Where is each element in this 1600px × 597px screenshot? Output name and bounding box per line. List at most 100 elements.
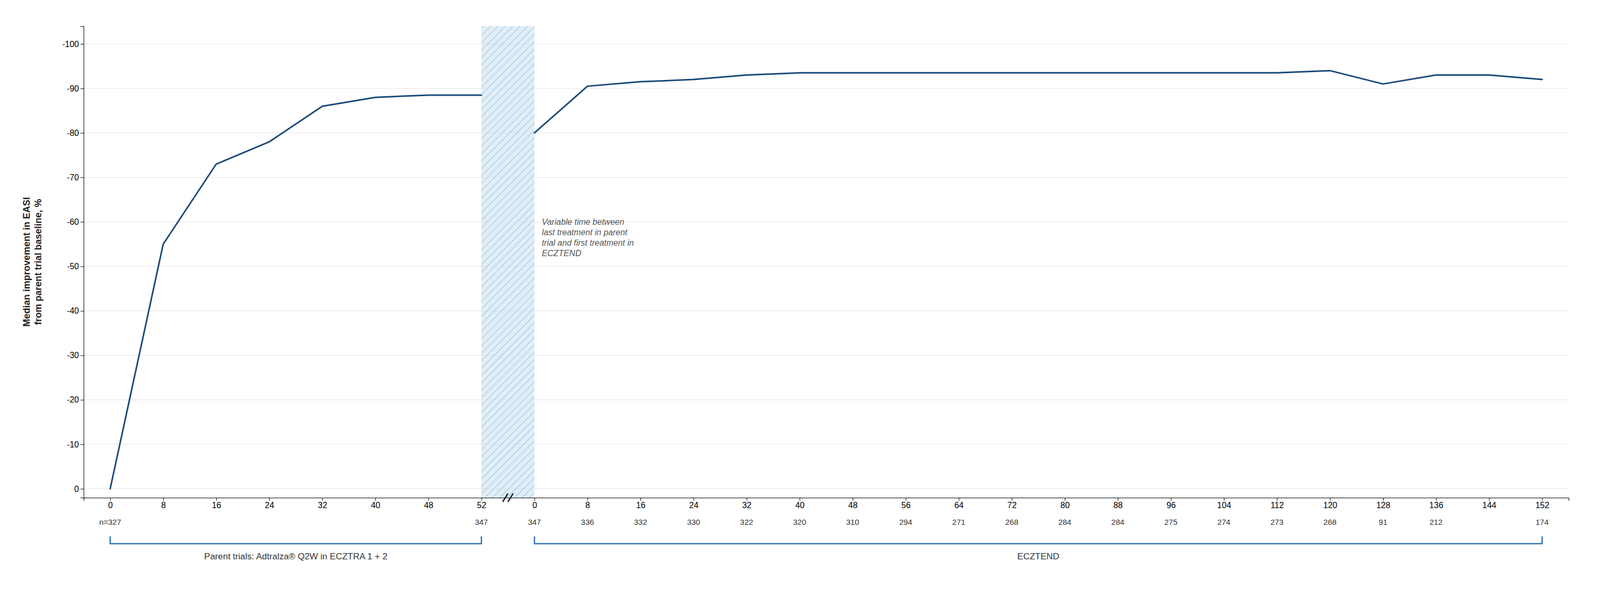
tick-label: 152 [1535,500,1550,510]
tick: 64 [954,497,964,510]
axis-line [80,26,85,499]
tick-label: 144 [1482,500,1497,510]
gap-hatch [481,26,535,498]
tick-mark [80,177,84,178]
y-axis-label: Median improvement in EASIfrom parent tr… [21,197,44,327]
tick: 56 [901,497,911,510]
tick: 96 [1166,497,1176,510]
tick-mark [587,497,589,501]
tick: -80 [66,128,84,138]
tick: -30 [66,350,84,360]
tick-label: 56 [901,500,911,510]
tick-mark [534,497,535,501]
tick-label: 24 [689,500,699,510]
tick-label: -90 [66,84,79,94]
tick-mark [1435,497,1437,501]
tick: 128 [1376,497,1391,510]
tick-mark [1383,497,1384,501]
tick: 136 [1429,497,1444,510]
tick: -10 [66,440,84,450]
tick: 40 [795,497,805,510]
group-bracket [110,536,482,544]
tick-mark [1011,497,1013,501]
group-bracket [534,536,1542,544]
n-label: 310 [846,517,860,527]
tick-mark [80,355,84,357]
n-label: 320 [793,517,807,527]
tick-label: 104 [1217,500,1232,510]
tick-label: 16 [636,500,646,510]
tick-label: -40 [66,306,79,316]
tick-mark [322,497,323,501]
line [534,70,1542,133]
tick-mark [80,266,84,268]
tick-label: 96 [1166,500,1176,510]
tick-label: 136 [1429,500,1444,510]
tick-label: 0 [108,500,113,510]
tick-mark [80,444,84,445]
chart-svg: 0-10-20-30-40-50-60-70-80-90-10008162432… [0,0,1600,597]
annotation-line: ECZTEND [541,248,582,258]
tick-mark [1541,497,1543,501]
tick-label: -100 [62,39,79,49]
tick-mark [269,497,270,501]
tick-label: 0 [532,500,537,510]
tick-mark [80,221,84,223]
tick-label: 80 [1060,500,1070,510]
tick: 120 [1323,497,1338,510]
n-label: 347 [528,517,542,527]
tick-mark [110,497,111,501]
tick: 52 [476,497,487,510]
tick: -100 [62,39,84,49]
n-label: 271 [952,517,966,527]
tick-mark [1224,497,1225,501]
tick-mark [80,488,84,490]
tick: -60 [66,217,84,227]
n-label: 274 [1217,517,1231,527]
tick-label: 72 [1007,500,1017,510]
plot: 0-10-20-30-40-50-60-70-80-90-10008162432… [21,26,1569,562]
tick-label: -10 [66,440,79,450]
tick-label: 40 [370,500,381,510]
tick: 0 [74,484,84,494]
tick-label: 40 [795,500,805,510]
n-label: n=327 [99,517,122,527]
grid-line [83,43,1569,45]
tick: 32 [317,497,328,510]
tick-mark [1276,497,1278,501]
axis-line [84,498,1570,502]
tick-label: 32 [741,500,752,510]
tick: 144 [1482,497,1497,510]
n-label: 268 [1323,517,1337,527]
tick-mark [1170,497,1172,501]
grid-line [83,399,1569,400]
axis-break [502,493,508,502]
y-axis: 0-10-20-30-40-50-60-70-80-90-100 [62,26,85,499]
tick: -50 [66,261,84,271]
tick-mark [80,43,84,45]
tick-mark [746,497,748,501]
tick-label: -30 [66,350,79,360]
lines [110,70,1543,489]
tick-mark [640,497,642,501]
tick-mark [1330,497,1331,501]
group-label: Parent trials: Adtralza® Q2W in ECZTRA 1… [204,551,388,562]
tick-label: 48 [424,500,434,510]
n-label: 332 [633,517,647,527]
tick-mark [80,88,84,89]
grid-line [83,443,1569,445]
tick: 48 [848,497,858,510]
n-label: 294 [899,517,913,527]
group-label: ECZTEND [1017,551,1060,562]
tick: -70 [66,173,84,182]
annotation: Variable time betweenlast treatment in p… [541,217,634,258]
tick: 32 [741,497,752,510]
tick: 8 [161,497,166,510]
tick: -40 [66,306,84,316]
tick: 104 [1217,497,1232,510]
n-label: 174 [1535,517,1549,527]
grid-line [83,221,1569,223]
gap-region [481,26,535,498]
grid-line [83,88,1569,89]
tick-mark [80,132,84,134]
